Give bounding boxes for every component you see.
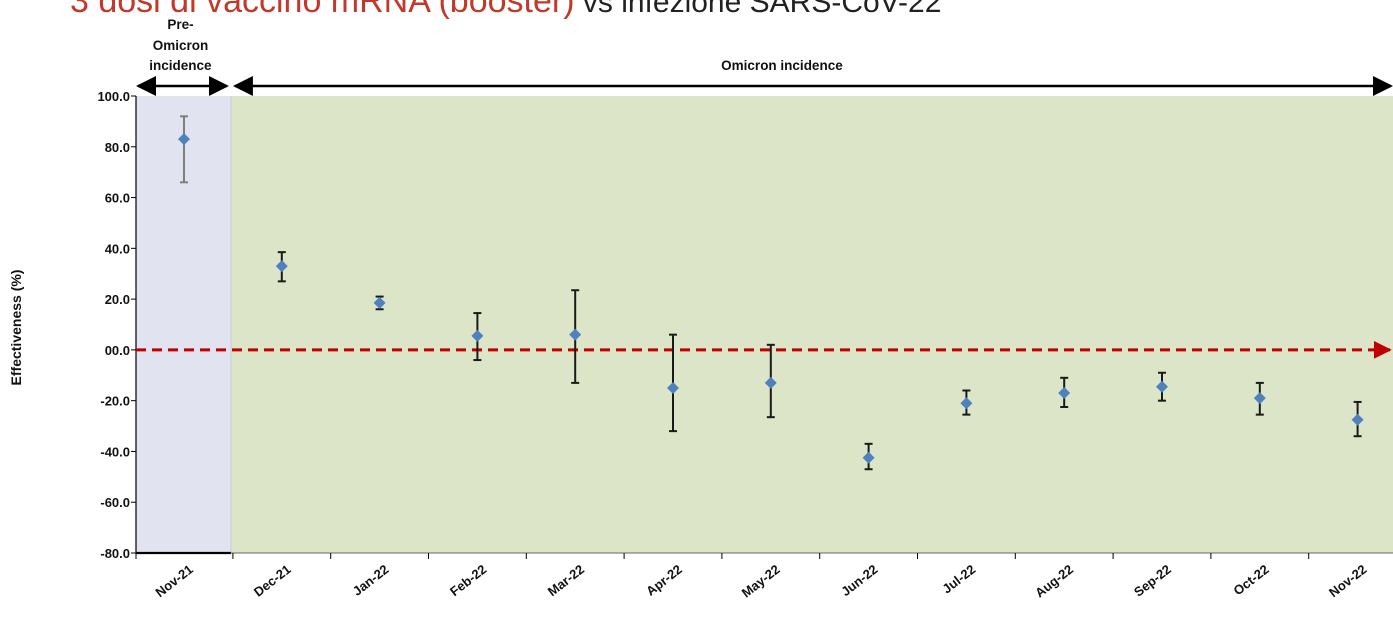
x-tick-label: Dec-21 — [251, 562, 294, 600]
data-point — [471, 329, 484, 342]
data-point — [960, 397, 973, 410]
omicron-band — [230, 96, 1393, 553]
data-point — [1253, 392, 1266, 405]
x-tick-label: Nov-21 — [152, 562, 195, 601]
data-point — [764, 376, 777, 389]
x-tick-label: Sep-22 — [1131, 562, 1174, 600]
x-tick-label: Nov-22 — [1326, 562, 1369, 601]
page-title: 3 dosi di vaccino mRNA (booster) vs infe… — [70, 0, 941, 21]
x-tick-label: Jan-22 — [350, 562, 392, 599]
pre-omicron-label: incidence — [149, 58, 212, 73]
data-point — [1058, 387, 1071, 400]
x-tick-label: Mar-22 — [545, 562, 587, 600]
data-point — [1351, 413, 1364, 426]
title-rest: vs infezione SARS-CoV-22 — [574, 0, 942, 19]
data-point — [178, 133, 190, 146]
data-point — [275, 260, 288, 273]
y-tick-label: -40.0 — [100, 444, 130, 459]
pre-omicron-label: Pre- — [167, 17, 193, 32]
y-tick-label: 40.0 — [105, 241, 130, 256]
y-axis-label: Effectiveness (%) — [8, 270, 24, 386]
y-tick-label: -20.0 — [100, 394, 130, 409]
title-highlight: 3 dosi di vaccino mRNA (booster) — [70, 0, 575, 20]
data-point — [373, 296, 386, 309]
data-point — [1156, 380, 1168, 393]
x-tick-label: May-22 — [739, 562, 783, 601]
x-tick-label: Feb-22 — [447, 562, 489, 600]
y-tick-label: -60.0 — [100, 495, 130, 510]
y-tick-label: 80.0 — [105, 140, 130, 155]
y-tick-label: 100.0 — [97, 89, 130, 104]
data-point — [569, 328, 582, 341]
x-tick-label: Jul-22 — [939, 562, 978, 597]
data-point — [862, 451, 875, 464]
y-tick-label: 00.0 — [105, 343, 130, 358]
y-tick-label: -80.0 — [100, 546, 130, 561]
omicron-label: Omicron incidence — [721, 58, 843, 73]
x-tick-label: Apr-22 — [643, 562, 685, 599]
x-tick-label: Oct-22 — [1231, 562, 1272, 599]
pre-omicron-label: Omicron — [153, 38, 209, 53]
x-tick-label: Jun-22 — [838, 562, 880, 600]
y-tick-label: 60.0 — [105, 191, 130, 206]
data-point — [667, 381, 679, 394]
y-tick-label: 20.0 — [105, 292, 130, 307]
x-tick-label: Aug-22 — [1032, 562, 1076, 601]
